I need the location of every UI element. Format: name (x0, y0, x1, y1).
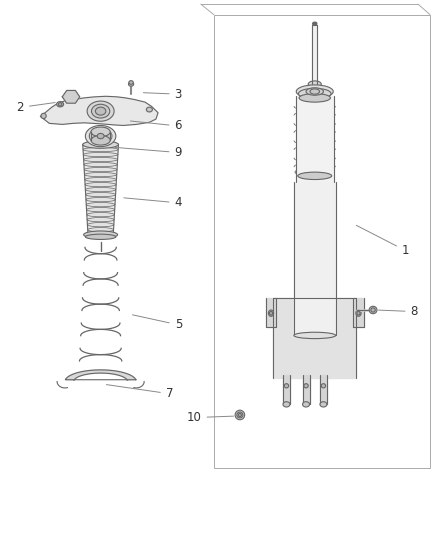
Ellipse shape (237, 412, 243, 418)
Polygon shape (320, 375, 327, 405)
Ellipse shape (86, 198, 115, 202)
Ellipse shape (97, 133, 104, 139)
Ellipse shape (321, 384, 325, 388)
Ellipse shape (92, 104, 110, 118)
Text: 4: 4 (124, 196, 182, 209)
Ellipse shape (84, 163, 117, 167)
Ellipse shape (58, 103, 62, 106)
Text: 6: 6 (131, 119, 182, 133)
Ellipse shape (304, 384, 308, 388)
Ellipse shape (83, 141, 118, 148)
Ellipse shape (41, 114, 46, 118)
Text: 1: 1 (357, 225, 409, 257)
Text: 3: 3 (143, 87, 182, 101)
Ellipse shape (85, 177, 117, 182)
Polygon shape (65, 370, 136, 380)
Ellipse shape (306, 88, 323, 95)
Polygon shape (62, 91, 80, 103)
Ellipse shape (320, 402, 327, 407)
Ellipse shape (87, 213, 114, 217)
Ellipse shape (85, 188, 116, 192)
Ellipse shape (129, 80, 133, 84)
Ellipse shape (83, 142, 118, 147)
Polygon shape (283, 375, 290, 405)
Text: 5: 5 (132, 315, 182, 332)
Ellipse shape (83, 148, 118, 152)
Bar (214, 14, 430, 468)
Ellipse shape (88, 223, 114, 227)
Text: 9: 9 (115, 146, 182, 159)
Ellipse shape (86, 192, 116, 197)
Text: 8: 8 (378, 305, 418, 318)
Ellipse shape (284, 384, 289, 388)
Ellipse shape (308, 81, 321, 87)
Text: 10: 10 (187, 411, 233, 424)
Polygon shape (83, 144, 118, 235)
Ellipse shape (298, 88, 331, 99)
Polygon shape (294, 182, 336, 335)
Ellipse shape (299, 94, 330, 102)
Ellipse shape (88, 228, 113, 232)
Ellipse shape (88, 232, 113, 237)
Ellipse shape (84, 157, 117, 161)
Polygon shape (91, 132, 110, 140)
Ellipse shape (57, 102, 64, 107)
Ellipse shape (314, 22, 316, 25)
Ellipse shape (84, 167, 117, 172)
Ellipse shape (87, 217, 114, 222)
Ellipse shape (85, 173, 117, 177)
Ellipse shape (294, 332, 336, 338)
Ellipse shape (269, 311, 272, 315)
Ellipse shape (146, 107, 152, 112)
Ellipse shape (298, 172, 332, 180)
Ellipse shape (87, 101, 114, 121)
Ellipse shape (85, 125, 116, 147)
Polygon shape (273, 298, 356, 378)
Ellipse shape (371, 308, 375, 312)
Ellipse shape (369, 306, 377, 314)
Ellipse shape (89, 128, 112, 144)
Ellipse shape (357, 311, 360, 315)
Polygon shape (41, 96, 158, 125)
Ellipse shape (296, 85, 333, 98)
Ellipse shape (128, 82, 134, 86)
Ellipse shape (86, 203, 115, 207)
Text: 2: 2 (17, 101, 55, 114)
Polygon shape (296, 96, 334, 182)
Ellipse shape (84, 231, 117, 238)
Ellipse shape (283, 402, 290, 407)
Ellipse shape (91, 127, 110, 136)
Polygon shape (353, 298, 364, 327)
Ellipse shape (91, 135, 110, 145)
Text: 7: 7 (106, 385, 173, 400)
Ellipse shape (238, 414, 241, 417)
Ellipse shape (303, 402, 310, 407)
Polygon shape (265, 298, 276, 327)
Ellipse shape (356, 310, 361, 317)
Ellipse shape (313, 22, 317, 25)
Ellipse shape (85, 182, 116, 187)
Ellipse shape (235, 410, 245, 419)
Ellipse shape (268, 310, 274, 317)
Ellipse shape (87, 207, 115, 212)
Polygon shape (312, 25, 318, 84)
Ellipse shape (95, 107, 106, 115)
Ellipse shape (310, 89, 320, 94)
Polygon shape (303, 375, 310, 405)
Ellipse shape (83, 152, 118, 157)
Ellipse shape (295, 167, 334, 177)
Ellipse shape (85, 234, 116, 239)
